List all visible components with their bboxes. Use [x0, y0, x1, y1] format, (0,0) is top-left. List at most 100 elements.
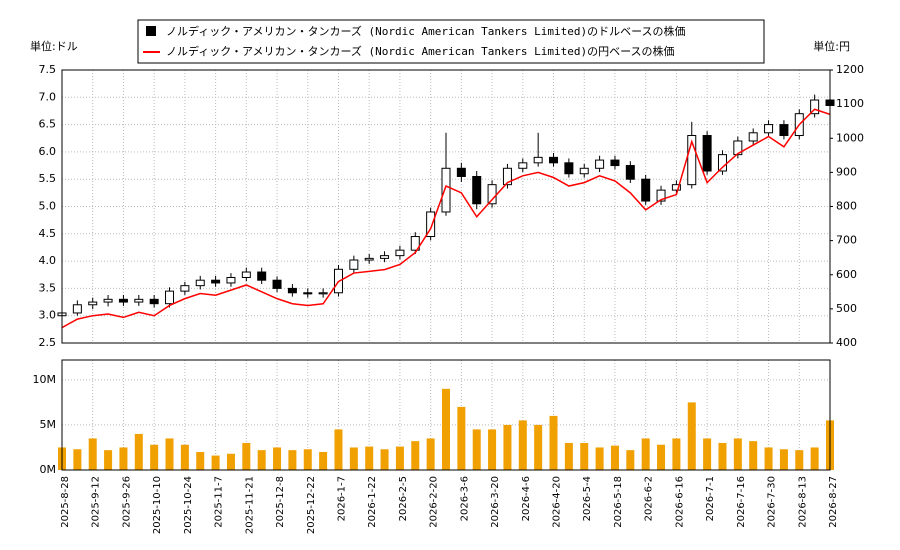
volume-bar [303, 449, 312, 470]
volume-bar [395, 446, 404, 470]
candle-body [349, 259, 359, 270]
x-tick-label: 2026-2-5 [398, 476, 409, 521]
volume-bar [442, 388, 450, 470]
x-tick-label: 2026-8-27 [828, 476, 839, 528]
volume-bar [211, 455, 220, 470]
volume-bar [703, 438, 712, 470]
candle-body [195, 279, 205, 287]
y2-tick-label: 500 [836, 302, 857, 315]
volume-bar [319, 451, 328, 470]
candle-body [595, 159, 605, 169]
volume-tick-label: 0M [40, 463, 57, 476]
y-tick-label: 3.0 [39, 309, 57, 322]
x-tick-label: 2025-11-7 [214, 476, 225, 528]
x-tick-label: 2025-12-8 [275, 476, 286, 528]
candle-body [702, 135, 712, 172]
plot-frame [61, 69, 831, 344]
x-tick-label: 2025-9-12 [91, 476, 102, 528]
candle-body [364, 257, 374, 261]
y2-tick-label: 400 [836, 336, 857, 349]
candle-body [441, 167, 451, 213]
volume-bar [165, 438, 174, 470]
y2-tick-label: 1000 [836, 131, 864, 144]
x-tick-label: 2026-3-6 [459, 476, 470, 521]
volume-bar [672, 438, 681, 470]
volume-bar [426, 438, 435, 470]
volume-bar [749, 441, 758, 470]
candle-body [518, 162, 528, 169]
volume-bar [288, 450, 297, 470]
y2-tick-label: 700 [836, 234, 857, 247]
y2-tick-label: 900 [836, 165, 857, 178]
x-tick-label: 2025-11-21 [244, 476, 255, 534]
candle-body [72, 304, 82, 314]
y-tick-label: 7.0 [39, 90, 57, 103]
candle-body [764, 124, 774, 134]
volume-bar [73, 449, 82, 470]
candle-body [303, 292, 313, 295]
volume-bar [273, 447, 282, 470]
volume-bar [365, 446, 374, 470]
candle-body [564, 162, 574, 175]
x-tick-label: 2026-7-30 [767, 476, 778, 528]
volume-bar [764, 447, 773, 470]
candle-body [395, 249, 405, 257]
x-tick-label: 2026-3-20 [490, 476, 501, 528]
volume-bar [580, 442, 589, 470]
volume-bar [104, 450, 113, 470]
volume-bar [411, 441, 420, 470]
volume-bar [119, 447, 128, 470]
volume-bar [657, 444, 666, 470]
legend-box [137, 19, 765, 64]
y-tick-label: 5.5 [39, 172, 57, 185]
volume-bar [334, 429, 343, 470]
volume-bar [733, 438, 742, 470]
volume-bar [380, 449, 389, 470]
candle-body [180, 285, 190, 292]
candle-body [717, 154, 727, 172]
candle-body [487, 184, 497, 205]
volume-tick-label: 10M [33, 373, 57, 386]
x-tick-label: 2025-10-10 [152, 476, 163, 534]
candle-body [287, 287, 297, 294]
candle-body [549, 156, 559, 164]
x-tick-label: 2026-2-20 [429, 476, 440, 528]
x-tick-label: 2025-10-24 [183, 476, 194, 534]
y2-tick-label: 1200 [836, 63, 864, 76]
y2-tick-label: 1100 [836, 97, 864, 110]
y-tick-label: 6.0 [39, 145, 57, 158]
x-tick-label: 2026-7-1 [705, 476, 716, 521]
volume-bar [534, 424, 543, 470]
candle-body [533, 156, 543, 164]
candle-body [733, 140, 743, 156]
volume-bar [718, 442, 727, 470]
x-tick-label: 2025-12-22 [306, 476, 317, 534]
legend-swatch [146, 26, 156, 36]
volume-bar [226, 453, 235, 470]
candle-body [226, 276, 236, 284]
volume-bar [595, 447, 604, 470]
candle-body [687, 135, 697, 186]
x-tick-label: 2026-1-22 [367, 476, 378, 528]
candle-body [502, 167, 512, 186]
volume-bar [518, 420, 527, 470]
volume-bar [457, 406, 466, 470]
x-tick-label: 2026-7-16 [736, 476, 747, 528]
candle-body [610, 159, 620, 167]
volume-tick-label: 5M [40, 418, 57, 431]
candle-body [472, 175, 482, 205]
y-tick-label: 5.0 [39, 200, 57, 213]
x-tick-label: 2025-8-28 [60, 476, 71, 528]
y2-tick-label: 800 [836, 200, 857, 213]
y-tick-label: 4.0 [39, 254, 57, 267]
volume-bar [626, 450, 635, 470]
x-tick-label: 2026-4-20 [552, 476, 563, 528]
candle-body [318, 292, 328, 295]
candle-body [410, 236, 420, 251]
volume-bar [687, 402, 696, 470]
volume-bar [180, 444, 189, 470]
candle-body [456, 167, 466, 177]
y-tick-label: 2.5 [39, 336, 57, 349]
x-tick-label: 2026-8-13 [797, 476, 808, 528]
